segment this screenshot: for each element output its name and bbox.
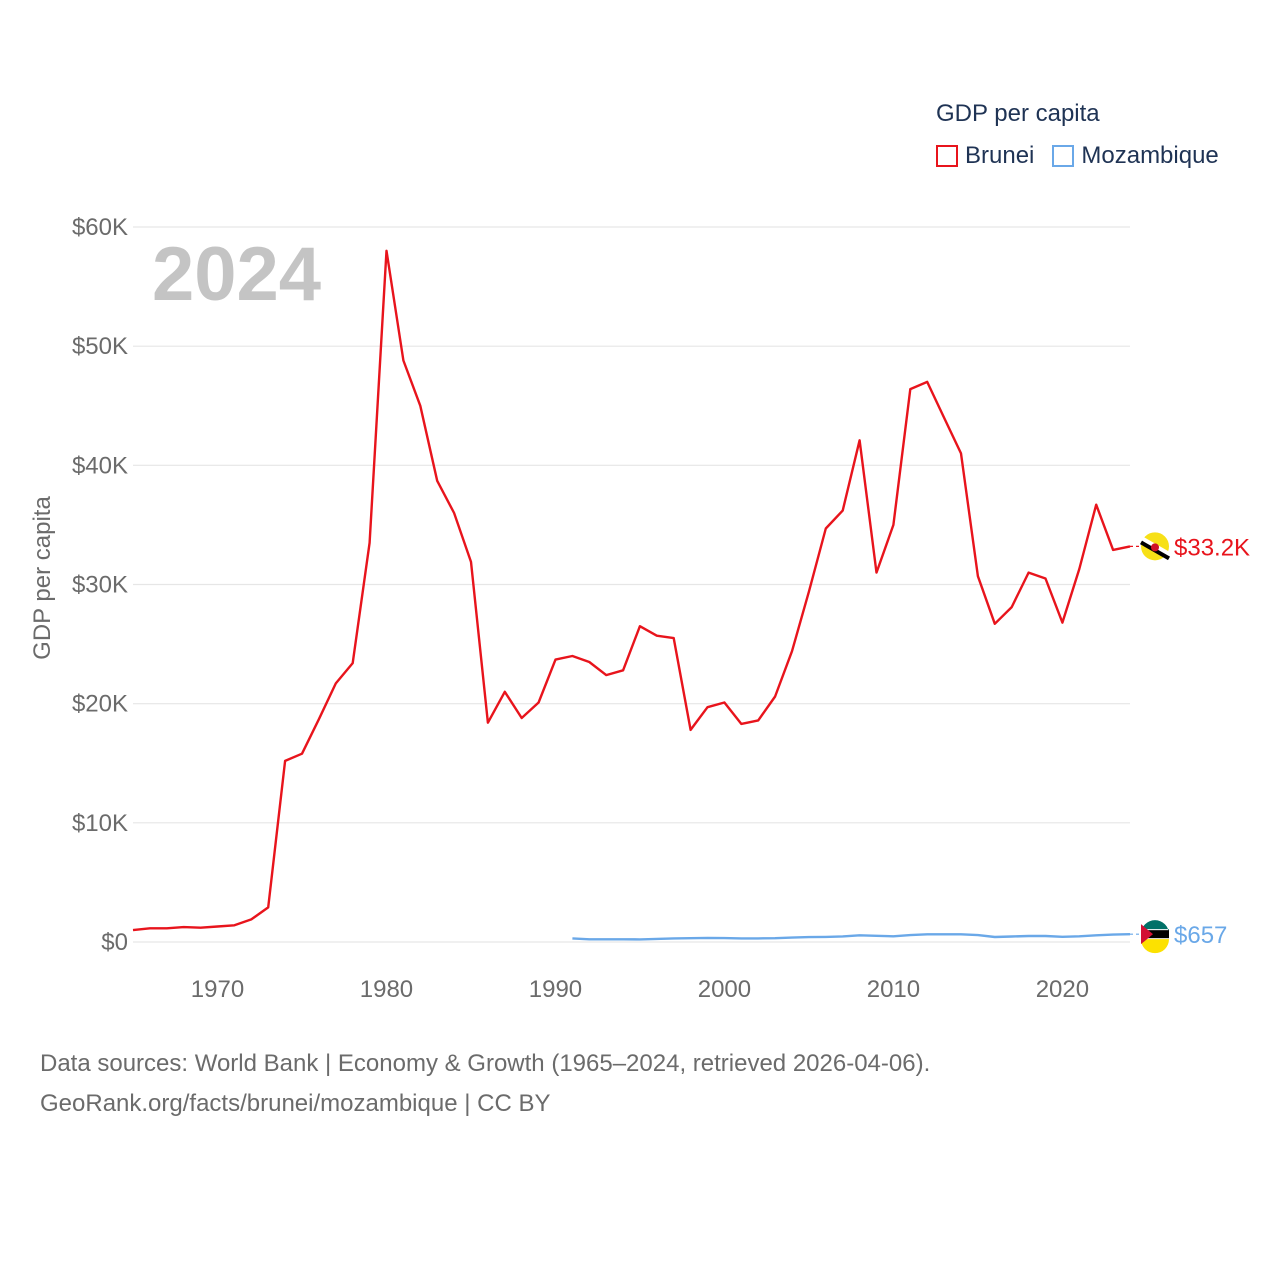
- x-tick-label: 2010: [867, 976, 920, 1003]
- x-tick-label: 2020: [1036, 976, 1089, 1003]
- series-lines: [132, 249, 1131, 941]
- y-axis-ticks: $0 $10K $20K $30K $40K $50K $60K: [72, 214, 128, 956]
- y-axis-label: GDP per capita: [29, 496, 56, 660]
- x-tick-label: 1970: [191, 976, 244, 1003]
- y-tick-label: $60K: [72, 214, 128, 241]
- x-tick-label: 2000: [698, 976, 751, 1003]
- end-label-mozambique: $657: [1174, 922, 1227, 949]
- legend: Brunei Mozambique: [936, 142, 1237, 170]
- legend-item-mozambique[interactable]: Mozambique: [1052, 142, 1219, 170]
- brunei-flag-icon: [1139, 532, 1171, 561]
- y-tick-label: $0: [101, 929, 128, 956]
- x-tick-label: 1980: [360, 976, 413, 1003]
- year-watermark: 2024: [152, 232, 321, 317]
- y-tick-label: $40K: [72, 452, 128, 479]
- y-tick-label: $10K: [72, 810, 128, 837]
- end-label-brunei: $33.2K: [1174, 534, 1250, 561]
- legend-label-mozambique: Mozambique: [1081, 142, 1219, 169]
- series-line-mozambique: [572, 933, 1131, 941]
- x-tick-label: 1990: [529, 976, 582, 1003]
- legend-swatch-mozambique: [1052, 145, 1075, 167]
- series-line-brunei: [132, 249, 1131, 932]
- footer-sources: Data sources: World Bank | Economy & Gro…: [40, 1050, 931, 1077]
- footer: Data sources: World Bank | Economy & Gro…: [40, 1044, 930, 1124]
- legend-item-brunei[interactable]: Brunei: [936, 142, 1034, 170]
- legend-title: GDP per capita: [936, 100, 1100, 127]
- gridlines: [133, 226, 1130, 943]
- legend-swatch-brunei: [936, 145, 958, 167]
- series-end-markers: $33.2K $657: [1130, 532, 1250, 954]
- legend-label-brunei: Brunei: [965, 142, 1035, 169]
- y-tick-label: $20K: [72, 691, 128, 718]
- mozambique-flag-icon: [1141, 920, 1169, 954]
- x-axis-ticks: 1970 1980 1990 2000 2010 2020: [191, 976, 1089, 1003]
- footer-attribution: GeoRank.org/facts/brunei/mozambique | CC…: [40, 1090, 551, 1117]
- y-tick-label: $30K: [72, 572, 128, 599]
- y-tick-label: $50K: [72, 333, 128, 360]
